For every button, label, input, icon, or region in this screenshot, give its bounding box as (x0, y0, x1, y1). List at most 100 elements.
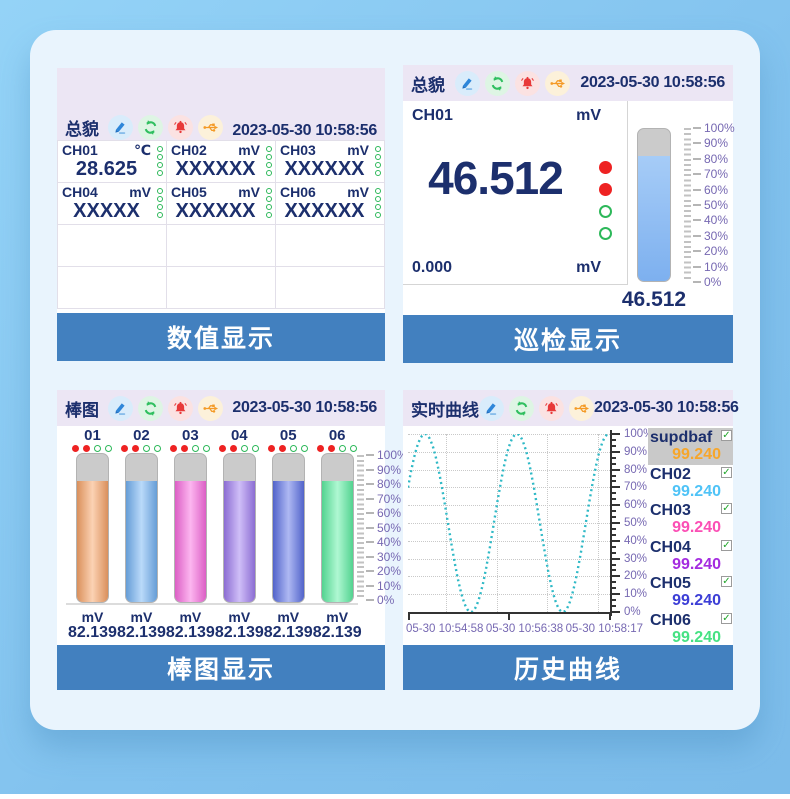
edit-icon[interactable] (108, 395, 134, 421)
channel-cell: CH02 mV XXXXXX (167, 141, 276, 183)
bar-value: 82.139 (68, 624, 117, 641)
legend-item[interactable]: CH02 99.240 ✓ (648, 465, 733, 502)
gridline (408, 505, 610, 507)
legend-item[interactable]: CH03 99.240 ✓ (648, 501, 733, 538)
bargraph-body: 01 mV 82.139 02 mV 82.139 03 mV 82.139 04 mV 82.139… (57, 426, 408, 645)
ok-dot (375, 162, 381, 168)
bar-unit: mV (228, 609, 251, 625)
x-axis-tick (508, 614, 510, 620)
gridline (408, 594, 610, 596)
alarm-dot (121, 445, 129, 452)
ok-dot (266, 162, 272, 168)
bar-fill (125, 480, 157, 602)
bar-channel-label: 04 (230, 427, 248, 444)
scale-tick-label: 0% (366, 593, 408, 607)
alarm-icon[interactable] (539, 395, 564, 421)
refresh-icon[interactable] (485, 70, 511, 96)
usb-icon[interactable] (198, 115, 224, 140)
ok-dot (290, 445, 298, 452)
panel-title: 棒图 (65, 400, 99, 420)
bar-column: 01 mV 82.139 (68, 426, 117, 642)
y-axis-tick (612, 474, 616, 477)
bar-tube (222, 453, 256, 603)
edit-icon[interactable] (108, 115, 134, 140)
channel-cell-top: CH05 mV (171, 185, 271, 200)
y-axis-tick (612, 433, 620, 435)
ok-dot (375, 188, 381, 194)
y-axis-tick (612, 569, 616, 572)
percent-scale: 100% 90% 80% 70% 60% 50% 40% 30% 20% 10% 0% (684, 121, 735, 289)
ok-dot (157, 162, 163, 168)
y-axis-tick-label: 80% (624, 463, 648, 476)
alarm-icon[interactable] (168, 395, 194, 421)
y-axis-tick (612, 605, 616, 608)
ok-dot (154, 445, 162, 452)
refresh-icon[interactable] (138, 395, 164, 421)
usb-icon[interactable] (569, 395, 594, 421)
legend-series-name: CH03 (650, 502, 691, 519)
empty-cell (58, 267, 167, 309)
scale-tick-label: 40% (366, 535, 408, 549)
legend-checkbox[interactable]: ✓ (721, 503, 732, 514)
ok-dot (266, 196, 272, 202)
legend-item[interactable]: CH05 99.240 ✓ (648, 574, 733, 611)
patrol-bar-value: 46.512 (621, 288, 687, 311)
y-axis-tick (612, 468, 620, 471)
bar-column: 06 mV 82.139 (313, 426, 362, 642)
x-axis-tick (609, 614, 611, 620)
refresh-icon[interactable] (509, 395, 534, 421)
x-axis-label: 05-30 10:54:58 (406, 623, 484, 635)
channel-cell-top: CH03 mV (280, 143, 380, 158)
legend-series-name: CH06 (650, 611, 691, 629)
x-axis-label: 05-30 10:56:38 (485, 623, 564, 635)
y-axis-tick-label: 60% (624, 499, 648, 512)
ok-dot (192, 445, 200, 452)
scale-minor-ticks (684, 128, 691, 282)
gridline (446, 434, 448, 612)
caption-bargraph: 棒图显示 (57, 645, 385, 690)
panel-title: 总貌 (411, 75, 445, 95)
legend-item[interactable]: CH04 99.240 ✓ (648, 538, 733, 575)
legend-checkbox[interactable]: ✓ (721, 539, 732, 551)
legend-checkbox[interactable]: ✓ (721, 576, 732, 587)
ok-dot (252, 445, 260, 452)
y-axis-tick (612, 557, 620, 560)
legend-series-name: supdbaf (650, 429, 713, 446)
alarm-dot (599, 161, 612, 174)
panel-title: 实时曲线 (411, 400, 479, 420)
y-axis-tick (612, 587, 616, 590)
status-dots (317, 445, 358, 452)
patrol-bar (637, 128, 671, 282)
curve-legend: supdbaf 99.240 ✓ CH02 99.240 ✓ CH03 99.240 ✓ CH04… (648, 428, 733, 647)
panel-header: 棒图 2023-05-30 10:58:56 (57, 390, 385, 426)
y-axis-tick-label: 90% (624, 445, 648, 458)
usb-icon[interactable] (545, 70, 571, 96)
gridline (408, 540, 610, 542)
alarm-icon[interactable] (168, 115, 194, 140)
channel-name: CH01 (412, 107, 453, 124)
patrol-bar-fill (638, 156, 670, 281)
edit-icon[interactable] (479, 395, 504, 421)
status-dots (268, 445, 309, 452)
legend-checkbox[interactable]: ✓ (721, 430, 732, 441)
scale-tick-label: 90% (693, 136, 735, 150)
legend-item[interactable]: supdbaf 99.240 ✓ (648, 428, 733, 465)
legend-series-value: 99.240 (672, 592, 721, 609)
legend-checkbox[interactable]: ✓ (721, 612, 732, 624)
usb-icon[interactable] (198, 395, 224, 421)
bar-tube (320, 453, 354, 603)
alarm-icon[interactable] (515, 70, 541, 96)
ok-dot (266, 146, 272, 152)
scale-tick-label: 20% (693, 244, 735, 258)
legend-checkbox[interactable]: ✓ (721, 466, 732, 478)
status-dots (219, 445, 260, 452)
curve-series (408, 434, 610, 612)
bar-value: 82.139 (116, 624, 166, 641)
edit-icon[interactable] (455, 70, 481, 96)
legend-item[interactable]: CH06 99.240 ✓ (648, 611, 733, 648)
gridline (547, 434, 549, 612)
scale-tick-label: 50% (366, 521, 408, 535)
channel-value: XXXXX (73, 200, 140, 222)
refresh-icon[interactable] (138, 115, 164, 140)
bar-value: 82.139 (214, 624, 264, 641)
